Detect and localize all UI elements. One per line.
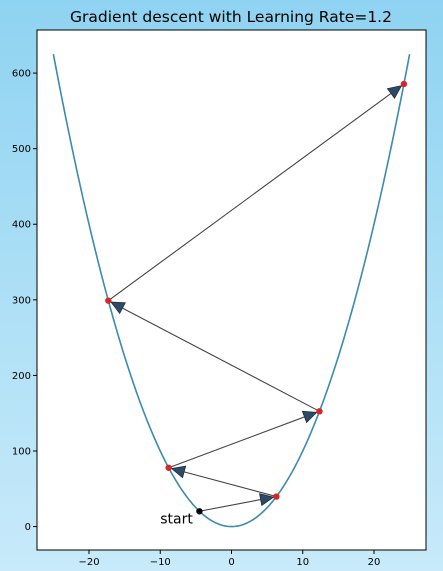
step-arrow xyxy=(108,300,320,412)
y-tick-label: 400 xyxy=(12,220,31,231)
x-tick-label: −10 xyxy=(150,557,171,568)
x-tick-label: 20 xyxy=(368,557,381,568)
y-tick-label: 0 xyxy=(25,522,31,533)
y-tick-label: 100 xyxy=(12,446,31,457)
parabola-curve xyxy=(52,54,411,528)
step-arrow xyxy=(107,83,405,302)
step-point xyxy=(316,408,323,415)
y-tick-label: 600 xyxy=(12,69,31,80)
step-point xyxy=(105,297,112,304)
y-tick-label: 200 xyxy=(12,371,31,382)
step-arrow xyxy=(168,410,320,469)
chart-title: Gradient descent with Learning Rate=1.2 xyxy=(70,8,392,26)
start-point xyxy=(196,508,203,515)
x-tick-label: −20 xyxy=(78,557,99,568)
x-tick-label: 0 xyxy=(228,557,234,568)
step-point xyxy=(165,464,172,471)
step-arrow xyxy=(199,493,277,512)
step-point xyxy=(273,493,280,500)
step-point xyxy=(400,80,408,88)
plot-area xyxy=(37,30,426,550)
y-tick-label: 300 xyxy=(12,295,31,306)
x-tick-label: 10 xyxy=(296,557,309,568)
y-tick-label: 500 xyxy=(12,144,31,155)
step-arrow xyxy=(168,465,277,498)
start-annotation: start xyxy=(160,512,193,528)
